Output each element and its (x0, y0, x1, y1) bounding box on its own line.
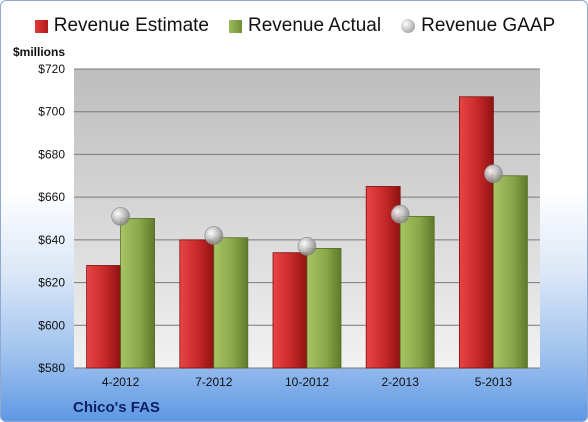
y-tick-label: $700 (38, 105, 65, 119)
legend-label-gaap: Revenue GAAP (421, 15, 556, 36)
legend-item-gaap: Revenue GAAP (401, 15, 555, 37)
gaap-swatch (401, 19, 416, 33)
point-revenue-gaap (484, 164, 503, 183)
bar-revenue-estimate (179, 239, 215, 369)
bar-revenue-estimate (86, 265, 121, 369)
legend-item-actual: Revenue Actual (229, 15, 381, 37)
x-axis-ticks: 4-2012 7-2012 10-2012 2-2013 5-2013 (102, 375, 512, 389)
actual-swatch (229, 19, 242, 33)
company-name: Chico's FAS (73, 399, 160, 416)
bar-revenue-actual (120, 218, 155, 369)
legend: Revenue Estimate Revenue Actual Revenue … (1, 15, 587, 37)
x-tick-label: 10-2012 (285, 375, 329, 389)
x-tick-label: 4-2012 (102, 375, 140, 389)
point-revenue-gaap (390, 204, 410, 224)
point-revenue-gaap (111, 207, 130, 226)
y-tick-label: $720 (38, 62, 65, 76)
bar-revenue-estimate (272, 252, 308, 369)
y-tick-label: $580 (38, 361, 65, 375)
bar-revenue-actual (399, 215, 435, 369)
bar-revenue-estimate (458, 96, 494, 369)
legend-label-estimate: Revenue Estimate (53, 15, 209, 36)
unit-label: $millions (13, 45, 66, 59)
legend-item-estimate: Revenue Estimate (34, 15, 209, 37)
x-tick-label: 2-2013 (382, 375, 420, 389)
y-tick-label: $660 (38, 190, 65, 204)
y-tick-label: $680 (38, 147, 65, 161)
y-tick-label: $620 (38, 276, 65, 290)
legend-label-actual: Revenue Actual (248, 15, 382, 36)
bar-revenue-actual (492, 175, 528, 369)
x-tick-label: 7-2012 (195, 375, 233, 389)
estimate-swatch (34, 19, 48, 33)
bars-group (86, 96, 528, 369)
y-tick-label: $600 (38, 318, 65, 332)
bar-revenue-actual (213, 237, 249, 369)
y-axis-ticks: $580 $600 $620 $640 $660 $680 $700 $720 (38, 62, 65, 375)
x-tick-label: 5-2013 (475, 375, 513, 389)
y-tick-label: $640 (38, 233, 65, 247)
bar-revenue-actual (306, 247, 342, 369)
point-revenue-gaap (204, 226, 224, 245)
point-revenue-gaap (297, 236, 317, 256)
